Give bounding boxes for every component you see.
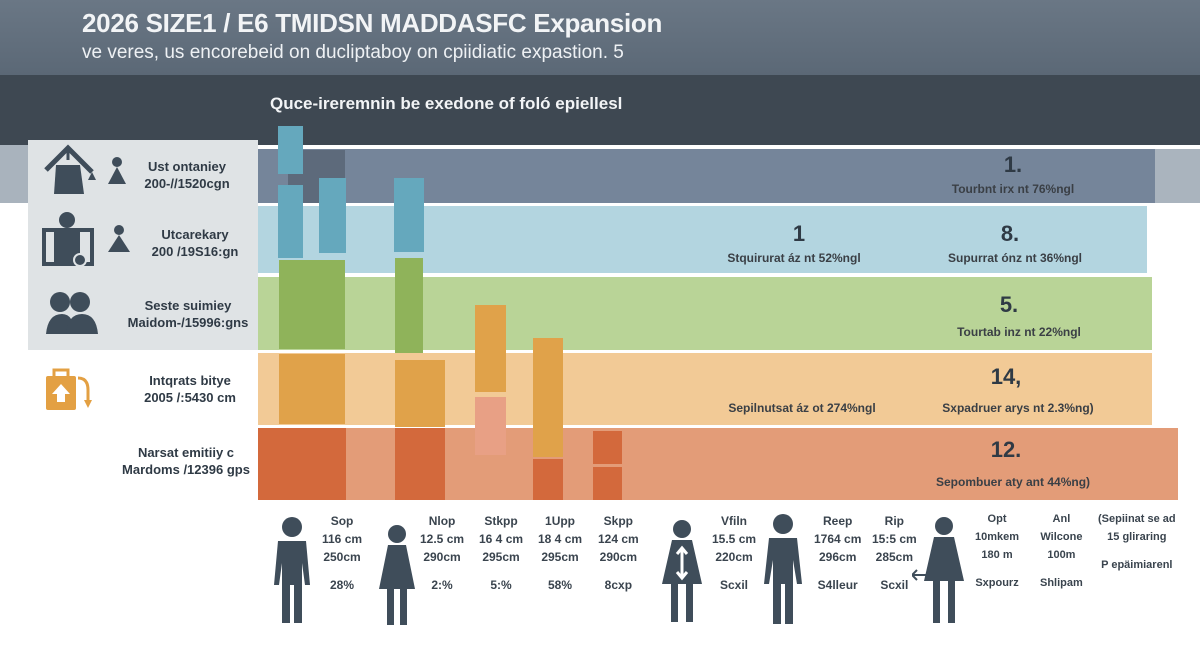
row-4-right-caption: Sxpadruer arys nt 2.3%ng) [942, 401, 1094, 415]
row-5-right-caption: Sepombuer aty ant 44%ng) [935, 475, 1091, 489]
bar-segment [279, 260, 345, 349]
category-name: Intqrats bitye [149, 373, 231, 388]
building-crane-icon [44, 144, 96, 194]
row-3-right-value: 5. [999, 292, 1019, 317]
category-name: Ust ontaniey [147, 159, 226, 174]
row-2-right-value: 8. [1000, 221, 1020, 246]
category-detail: 200 /19S16:gn [151, 244, 239, 259]
bar-segment [593, 467, 622, 500]
page-title: 2026 SIZE1 / E6 TMIDSN MADDASFC Expansio… [82, 8, 663, 38]
row-4-right-value: 14, [990, 364, 1022, 389]
section-title: Quce-ireremnin be exedone of foló epiell… [270, 94, 623, 113]
category-5-label: Narsat emitiiy c Mardoms /12396 gps [106, 444, 266, 478]
stat-column: Vfiln 15.5 cm 220cm Scxil [712, 514, 757, 592]
bar-segment [395, 258, 423, 353]
bar-segment [395, 360, 445, 427]
man-icon [274, 517, 310, 623]
person-icon [108, 157, 126, 184]
bar-segment [394, 178, 424, 252]
row-1-right-value: 1. [1003, 152, 1023, 177]
bar-segment [475, 305, 506, 392]
category-4-label: Intqrats bitye 2005 /:5430 cm [115, 372, 265, 406]
category-2-label: Utcarekary 200 /19S16:gn [120, 226, 270, 260]
row-2-right-caption: Supurrat ónz nt 36%ngl [947, 251, 1082, 265]
row-1-right-caption: Tourbnt irx nt 76%ngl [951, 182, 1075, 196]
page-subtitle: ve veres, us encorebeid on ducliptaboy o… [82, 42, 624, 63]
woman-icon [379, 525, 415, 625]
bar-segment [533, 459, 563, 500]
person-icon [108, 225, 130, 252]
stat-column: Skpp 124 cm 290cm 8cxp [598, 514, 639, 592]
category-name: Seste suimiey [144, 298, 232, 313]
businessman-icon [42, 212, 94, 267]
bar-segment [319, 178, 346, 253]
bar-segment [279, 354, 345, 424]
category-detail: 2005 /:5430 cm [144, 390, 236, 405]
row-5-right-value: 12. [990, 437, 1022, 462]
category-detail: Maidom-/15996:gns [127, 315, 249, 330]
woman-height-arrow-icon [662, 520, 702, 622]
category-name: Narsat emitiiy c [137, 445, 235, 460]
two-people-icon [46, 292, 98, 334]
stat-column: 1Upp 18 4 cm 295cm 58% [538, 514, 583, 592]
stat-column: Sop 116 cm 250cm 28% [322, 514, 363, 592]
row-4-left-caption: Sepilnutsat áz ot 274%ngl [728, 401, 876, 415]
category-name: Utcarekary [161, 227, 229, 242]
stat-column: Stkpp 16 4 cm 295cm 5:% [479, 514, 524, 592]
man-icon [764, 514, 802, 624]
row-3-right-caption: Tourtab inz nt 22%ngl [957, 325, 1081, 339]
stat-column: Reep 1764 cm 296cm S4lleur [814, 514, 862, 592]
stat-column: Anl Wilcone 100m Shlipam [1040, 513, 1083, 589]
section-band [0, 75, 1200, 145]
row-2-left-value: 1 [792, 221, 806, 246]
luggage-icon [46, 368, 92, 410]
header-banner [0, 0, 1200, 75]
bar-segment [278, 185, 303, 258]
bar-segment [533, 338, 563, 457]
row-2-left-caption: Stquirurat áz nt 52%ngl [727, 251, 861, 265]
bar-segment [593, 431, 622, 464]
stat-column: (Sepiinat se ad 15 gliraring P epäimiarenl [1098, 513, 1176, 571]
bar-segment [278, 126, 303, 174]
bar-segment [475, 397, 506, 455]
category-3-label: Seste suimiey Maidom-/15996:gns [108, 297, 268, 331]
bar-segment [395, 428, 445, 500]
category-detail: 200-//1520cgn [144, 176, 230, 191]
category-detail: Mardoms /12396 gps [122, 462, 250, 477]
stat-column: Nlop 12.5 cm 290cm 2:% [420, 514, 465, 592]
row-band-1-extension [1155, 149, 1200, 203]
left-strip [0, 145, 28, 203]
stat-column: Rip 15:5 cm 285cm Scxil [872, 514, 917, 592]
woman-arrow-icon [912, 517, 964, 623]
category-1-label: Ust ontaniey 200-//1520cgn [112, 158, 262, 192]
stat-column: Opt 10mkem 180 m Sxpourz [975, 513, 1020, 589]
bar-segment [258, 428, 346, 500]
